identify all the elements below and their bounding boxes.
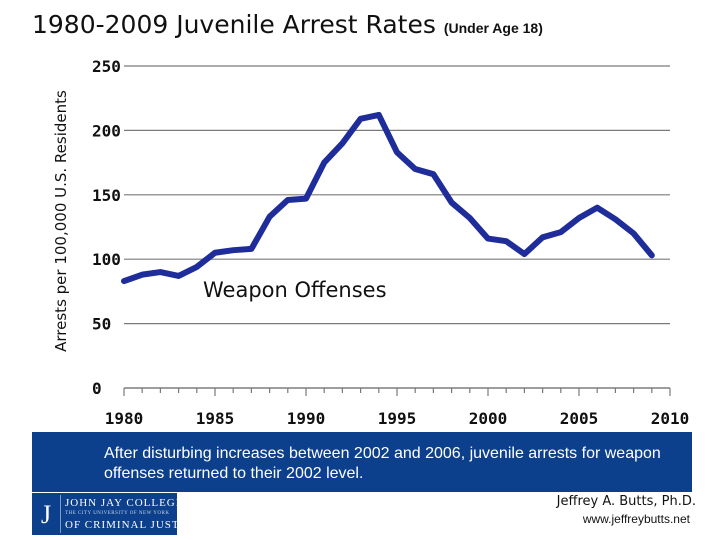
data-point <box>248 246 254 252</box>
data-point <box>267 214 273 220</box>
y-tick-label: 100 <box>92 250 121 269</box>
data-point <box>339 140 345 146</box>
data-point <box>631 230 637 236</box>
data-point <box>394 149 400 155</box>
data-point <box>576 215 582 221</box>
chart-title-sub: (Under Age 18) <box>443 20 543 36</box>
college-logo: J JOHN JAY COLLEGE THE CITY UNIVERSITY O… <box>32 493 199 535</box>
x-tick-label: 1995 <box>378 409 417 428</box>
caption-banner: After disturbing increases between 2002 … <box>32 432 692 492</box>
data-point <box>139 272 145 278</box>
data-point <box>376 112 382 118</box>
x-tick-label: 2000 <box>469 409 508 428</box>
data-point <box>540 234 546 240</box>
data-point <box>485 236 491 242</box>
author-website[interactable]: www.jeffreybutts.net <box>582 512 690 526</box>
caption-text: After disturbing increases between 2002 … <box>104 445 661 482</box>
y-tick-label: 50 <box>92 315 111 334</box>
data-point <box>194 264 200 270</box>
logo-line-1: JOHN JAY COLLEGE <box>65 497 184 509</box>
data-point <box>467 215 473 221</box>
data-point <box>503 238 509 244</box>
data-point <box>449 200 455 206</box>
y-tick-label: 200 <box>92 121 121 140</box>
data-point <box>176 273 182 279</box>
data-point <box>612 216 618 222</box>
y-tick-label: 0 <box>92 379 102 398</box>
x-tick-label: 1985 <box>196 409 235 428</box>
x-tick-label: 1980 <box>105 409 144 428</box>
data-point <box>212 250 218 256</box>
logo-mark-icon: J <box>34 495 61 533</box>
data-point <box>594 205 600 211</box>
data-point <box>121 278 127 284</box>
data-point <box>521 251 527 257</box>
y-tick-label: 150 <box>92 186 121 205</box>
y-axis-label: Arrests per 100,000 U.S. Residents <box>52 90 70 352</box>
line-chart: 0 50 100 150 200 250 1980 1985 1990 1995 2000 2005 2… <box>52 57 690 428</box>
x-tick-label: 2010 <box>651 409 690 428</box>
logo-line-3: OF CRIMINAL JUSTICE <box>65 519 201 531</box>
author-name: Jeffrey A. Butts, Ph.D. <box>556 494 696 509</box>
data-point <box>412 166 418 172</box>
chart-title-main: 1980-2009 Juvenile Arrest Rates <box>32 10 436 39</box>
y-tick-label: 250 <box>92 57 121 76</box>
logo-line-2: THE CITY UNIVERSITY OF NEW YORK <box>65 511 170 516</box>
data-point <box>303 196 309 202</box>
data-point <box>649 252 655 258</box>
data-point <box>358 116 364 122</box>
data-point <box>321 160 327 166</box>
chart-title: 1980-2009 Juvenile Arrest Rates (Under A… <box>32 10 543 39</box>
data-point <box>558 229 564 235</box>
x-tick-label: 1990 <box>287 409 326 428</box>
x-tick-label: 2005 <box>560 409 599 428</box>
data-point <box>157 269 163 275</box>
series-line-0 <box>121 111 655 285</box>
data-point <box>230 247 236 253</box>
data-point <box>430 171 436 177</box>
series-annotation: Weapon Offenses <box>203 278 387 302</box>
data-point <box>285 197 291 203</box>
